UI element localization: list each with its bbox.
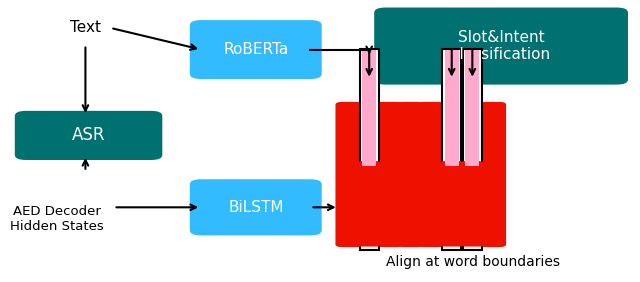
Bar bbox=[442, 49, 461, 250]
Text: Text: Text bbox=[70, 20, 101, 36]
FancyBboxPatch shape bbox=[335, 102, 362, 247]
Bar bbox=[360, 49, 379, 250]
FancyBboxPatch shape bbox=[438, 102, 465, 247]
Text: Slot&Intent
classification: Slot&Intent classification bbox=[452, 30, 550, 62]
FancyBboxPatch shape bbox=[397, 102, 424, 247]
Bar bbox=[463, 49, 482, 250]
Text: ASR: ASR bbox=[72, 126, 106, 144]
FancyBboxPatch shape bbox=[480, 102, 506, 247]
FancyBboxPatch shape bbox=[460, 161, 484, 246]
FancyBboxPatch shape bbox=[377, 102, 403, 247]
FancyBboxPatch shape bbox=[460, 102, 486, 247]
Text: AED Decoder
Hidden States: AED Decoder Hidden States bbox=[10, 205, 104, 233]
FancyBboxPatch shape bbox=[190, 20, 322, 79]
Bar bbox=[362, 50, 376, 166]
FancyBboxPatch shape bbox=[357, 161, 381, 246]
Bar bbox=[445, 50, 459, 166]
Text: RoBERTa: RoBERTa bbox=[223, 42, 289, 57]
FancyBboxPatch shape bbox=[440, 161, 463, 246]
FancyBboxPatch shape bbox=[15, 111, 163, 160]
FancyBboxPatch shape bbox=[356, 102, 382, 247]
Text: Align at word boundaries: Align at word boundaries bbox=[386, 255, 560, 269]
Text: BiLSTM: BiLSTM bbox=[228, 200, 284, 215]
FancyBboxPatch shape bbox=[418, 102, 444, 247]
Bar bbox=[465, 50, 479, 166]
FancyBboxPatch shape bbox=[374, 8, 628, 85]
FancyBboxPatch shape bbox=[190, 179, 322, 235]
